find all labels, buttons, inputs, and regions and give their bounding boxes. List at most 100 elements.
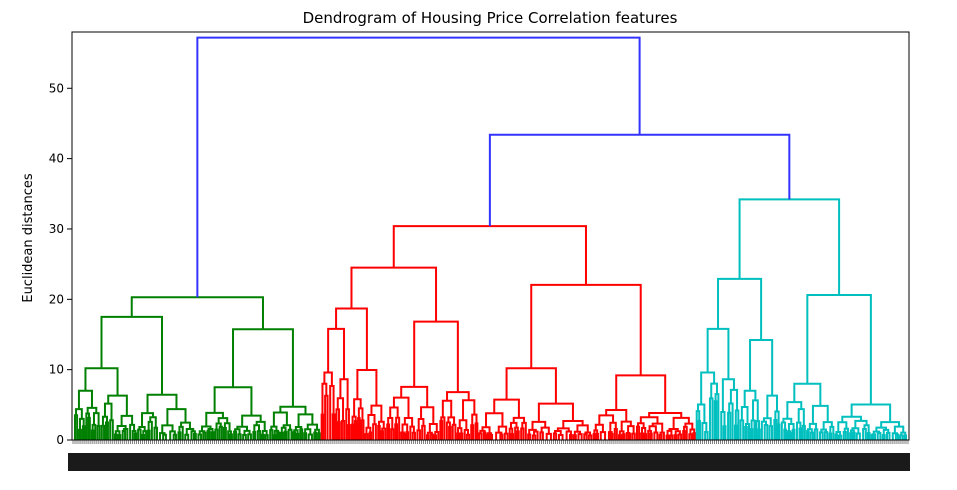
dendrogram-link <box>137 428 142 440</box>
dendrogram-link <box>503 432 509 440</box>
dendrogram-link <box>852 431 856 440</box>
dendrogram-link <box>177 431 182 440</box>
dendrogram-link <box>870 434 875 440</box>
dendrogram-link <box>808 422 818 430</box>
dendrogram-link <box>757 428 761 440</box>
dendrogram-link <box>595 432 599 440</box>
dendrogram-link <box>350 266 438 322</box>
dendrogram-link <box>81 425 86 440</box>
dendrogram-link <box>162 433 167 440</box>
dendrogram-link <box>470 424 475 440</box>
dendrogram-link <box>763 424 769 440</box>
dendrogram-link <box>820 428 828 433</box>
dendrogram-link <box>197 433 203 440</box>
dendrogram-link <box>172 433 177 440</box>
dendrogram-link <box>401 423 409 433</box>
dendrogram-link <box>459 432 464 440</box>
dendrogram-link <box>733 424 738 440</box>
dendrogram-link <box>166 408 187 426</box>
dendrogram-link <box>272 411 288 427</box>
dendrogram-link <box>489 434 494 440</box>
dendrogram-link <box>335 408 341 440</box>
dendrogram-link <box>673 434 678 440</box>
dendrogram-link <box>631 432 636 440</box>
dendrogram-link <box>894 433 899 440</box>
dendrogram-link <box>357 416 361 440</box>
dendrogram-link <box>828 432 833 440</box>
dendrogram-link <box>357 407 364 421</box>
dendrogram-link <box>508 427 514 440</box>
y-tick-label: 30 <box>49 222 64 236</box>
dendrogram-link <box>113 433 118 440</box>
dendrogram-link <box>402 432 406 440</box>
dendrogram-link <box>818 431 824 440</box>
dendrogram-link <box>331 413 336 440</box>
dendrogram-link <box>533 430 539 440</box>
dendrogram-link <box>350 423 355 440</box>
dendrogram-link <box>881 434 886 440</box>
dendrogram-link <box>627 425 635 434</box>
dendrogram-link <box>607 431 613 440</box>
dendrogram-link <box>120 414 134 426</box>
dendrogram-link <box>345 408 350 440</box>
dendrogram-link <box>320 413 325 440</box>
dendrogram-link <box>91 423 97 440</box>
dendrogram-link <box>697 420 702 440</box>
dendrogram-link <box>133 432 138 440</box>
dendrogram-link <box>314 428 320 434</box>
dendrogram-link <box>530 283 642 376</box>
dendrogram-links <box>73 36 908 440</box>
dendrogram-link <box>783 428 787 440</box>
dendrogram-link <box>499 433 504 440</box>
dendrogram-link <box>488 133 791 227</box>
dendrogram-link <box>421 424 426 440</box>
dendrogram-link <box>247 433 252 440</box>
dendrogram-link <box>875 426 887 432</box>
dendrogram-link <box>324 394 329 440</box>
dendrogram-link <box>510 433 515 440</box>
dendrogram-link <box>773 418 778 440</box>
dendrogram-link <box>587 434 593 440</box>
dendrogram-link <box>613 428 618 440</box>
dendrogram-link <box>615 374 667 413</box>
dendrogram-link <box>243 429 251 435</box>
dendrogram-link <box>409 425 415 440</box>
dendrogram-link <box>688 433 693 440</box>
dendrogram-link <box>885 431 891 440</box>
dendrogram-link <box>307 433 313 440</box>
dendrogram-link <box>593 429 599 435</box>
dendrogram-link <box>569 434 573 440</box>
dendrogram-link <box>273 434 277 440</box>
dendrogram-link <box>727 411 732 440</box>
dendrogram-link <box>78 417 85 430</box>
dendrogram-link <box>299 428 304 440</box>
dendrogram-link <box>242 433 247 440</box>
dendrogram-link <box>692 432 696 440</box>
dendrogram-link <box>100 315 163 395</box>
dendrogram-link <box>218 425 223 440</box>
dendrogram-link <box>584 431 592 436</box>
dendrogram-link <box>708 397 714 440</box>
dendrogram-link <box>766 394 778 419</box>
dendrogram-link <box>776 423 781 440</box>
dendrogram-link <box>448 425 452 440</box>
dendrogram-link <box>734 409 740 440</box>
dendrogram-link <box>594 423 604 433</box>
dendrogram-link <box>653 431 659 440</box>
dendrogram-link <box>386 423 391 440</box>
dendrogram-link <box>643 433 648 440</box>
dendrogram-link <box>377 420 385 429</box>
dendrogram-link <box>439 419 444 440</box>
dendrogram-link <box>813 428 819 440</box>
dendrogram-link <box>428 423 438 433</box>
dendrogram-link <box>433 434 438 440</box>
dendrogram-link <box>486 433 490 440</box>
dendrogram-link <box>505 367 557 404</box>
dendrogram-link <box>405 431 410 440</box>
dendrogram-link <box>842 431 847 440</box>
dendrogram-link <box>280 431 284 440</box>
dendrogram-link <box>368 431 373 440</box>
dendrogram-link <box>387 416 394 430</box>
dendrogram-link <box>411 431 416 440</box>
dendrogram-link <box>768 425 773 440</box>
